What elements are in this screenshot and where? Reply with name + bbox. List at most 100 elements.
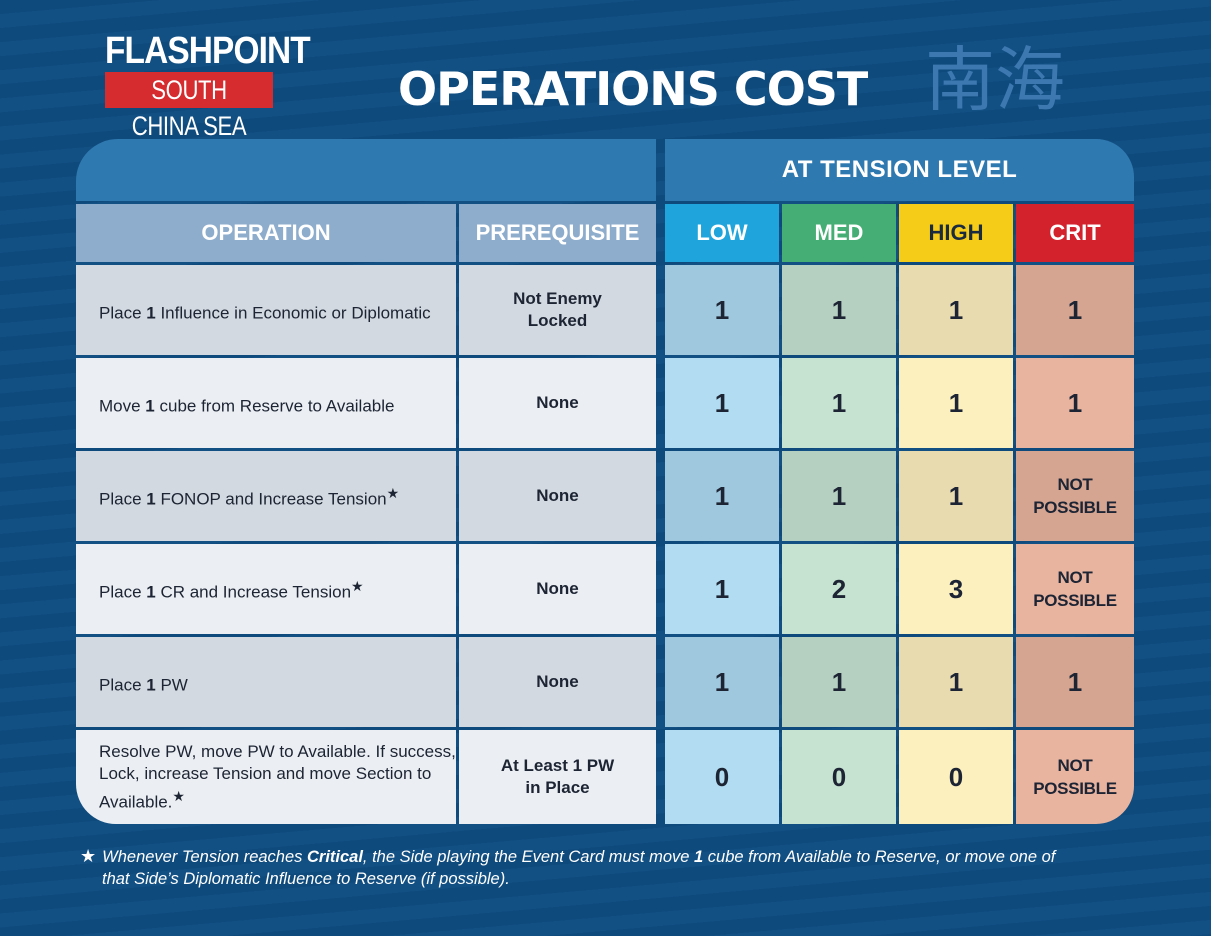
operation-text: Place 1 PW	[99, 668, 188, 697]
tension-level-header: AT TENSION LEVEL	[665, 139, 1134, 201]
low-cost-value: 1	[714, 480, 730, 511]
operation-text-pre: Place	[99, 489, 147, 509]
operation-text-pre: Move	[99, 396, 146, 416]
high-column-header: HIGH	[899, 204, 1013, 262]
med-cost-value: 1	[831, 294, 847, 325]
footnote-bold-critical: Critical	[306, 848, 363, 866]
med-cost-cell: 1	[782, 265, 896, 355]
low-cost-cell: 1	[665, 544, 779, 634]
operation-count: 1	[145, 396, 155, 416]
flashpoint-logo: FLASHPOINT SOUTH CHINA SEA	[105, 30, 311, 141]
crit-cost-cell: NOT POSSIBLE	[1016, 730, 1134, 824]
operation-text-post: FONOP and Increase Tension	[155, 489, 387, 509]
operation-text-post: Influence in Economic or Diplomatic	[155, 303, 431, 323]
crit-cost-cell: 1	[1016, 637, 1134, 727]
operation-text-pre: Place	[99, 675, 147, 695]
operation-text-pre: Resolve PW, move PW to Available. If suc…	[99, 741, 456, 812]
operation-count: 1	[146, 582, 156, 602]
low-cost-cell: 1	[665, 265, 779, 355]
footnote-text-3: cube from Available to Reserve, or move …	[703, 848, 1056, 866]
prerequisite-text: Not Enemy Locked	[513, 289, 602, 330]
operation-text-pre: Place	[99, 303, 147, 323]
operation-text: Resolve PW, move PW to Available. If suc…	[99, 741, 456, 814]
low-cost-value: 1	[714, 573, 730, 604]
logo-title: FLASHPOINT	[105, 30, 311, 72]
high-cost-value: 1	[948, 387, 964, 418]
operation-text: Place 1 Influence in Economic or Diploma…	[99, 296, 431, 325]
prerequisite-cell: None	[459, 637, 656, 727]
crit-cost-value: NOT POSSIBLE	[1033, 475, 1117, 517]
crit-cost-cell: 1	[1016, 265, 1134, 355]
low-column-header: LOW	[665, 204, 779, 262]
operation-text-post: PW	[155, 675, 188, 695]
crit-cost-value: NOT POSSIBLE	[1033, 568, 1117, 610]
med-cost-cell: 0	[782, 730, 896, 824]
crit-column-header: CRIT	[1016, 204, 1134, 262]
operation-cell: Place 1 Influence in Economic or Diploma…	[76, 265, 456, 355]
high-cost-value: 0	[948, 761, 964, 792]
logo-subtitle: SOUTH CHINA SEA	[131, 75, 247, 141]
star-icon: ★	[351, 577, 364, 594]
low-cost-cell: 0	[665, 730, 779, 824]
prerequisite-cell: None	[459, 544, 656, 634]
crit-cost-value: NOT POSSIBLE	[1033, 756, 1117, 798]
low-cost-value: 0	[714, 761, 730, 792]
operation-text: Place 1 CR and Increase Tension★	[99, 575, 364, 604]
prerequisite-text: None	[536, 486, 579, 505]
operation-column-header: OPERATION	[76, 204, 456, 262]
prerequisite-text: At Least 1 PW in Place	[500, 756, 615, 797]
operation-text: Place 1 FONOP and Increase Tension★	[99, 482, 399, 511]
operation-cell: Place 1 FONOP and Increase Tension★	[76, 451, 456, 541]
operation-text-post: cube from Reserve to Available	[154, 396, 395, 416]
prerequisite-text: None	[536, 393, 579, 412]
med-cost-value: 1	[831, 480, 847, 511]
operation-count: 1	[146, 675, 156, 695]
operation-cell: Place 1 PW	[76, 637, 456, 727]
low-cost-value: 1	[714, 666, 730, 697]
prerequisite-text: None	[536, 579, 579, 598]
crit-cost-cell: NOT POSSIBLE	[1016, 451, 1134, 541]
med-cost-value: 2	[831, 573, 847, 604]
med-cost-value: 1	[831, 387, 847, 418]
med-cost-cell: 1	[782, 637, 896, 727]
prerequisite-cell: None	[459, 451, 656, 541]
operation-text-post: CR and Increase Tension	[155, 582, 352, 602]
prerequisite-cell: Not Enemy Locked	[459, 265, 656, 355]
low-cost-cell: 1	[665, 358, 779, 448]
star-icon: ★	[172, 787, 185, 804]
operation-cell: Move 1 cube from Reserve to Available	[76, 358, 456, 448]
high-cost-value: 1	[948, 294, 964, 325]
footnote: ★ Whenever Tension reaches Critical, the …	[80, 845, 1140, 890]
high-cost-cell: 3	[899, 544, 1013, 634]
star-icon: ★	[386, 484, 400, 501]
med-cost-cell: 1	[782, 358, 896, 448]
footnote-line-2: that Side’s Diplomatic Influence to Rese…	[102, 870, 510, 888]
footnote-text-1: Whenever Tension reaches	[102, 848, 307, 866]
low-cost-value: 1	[714, 294, 730, 325]
med-cost-cell: 2	[782, 544, 896, 634]
prerequisite-text: None	[536, 672, 579, 691]
operation-count: 1	[146, 489, 156, 509]
med-column-header: MED	[782, 204, 896, 262]
crit-cost-cell: 1	[1016, 358, 1134, 448]
high-cost-cell: 1	[899, 451, 1013, 541]
high-cost-value: 1	[948, 480, 964, 511]
footnote-bold-number: 1	[694, 848, 704, 866]
high-cost-cell: 0	[899, 730, 1013, 824]
med-cost-value: 0	[831, 761, 847, 792]
high-cost-value: 3	[948, 573, 964, 604]
star-icon: ★	[80, 846, 97, 866]
crit-cost-value: 1	[1067, 666, 1083, 697]
prerequisite-cell: At Least 1 PW in Place	[459, 730, 656, 824]
med-cost-cell: 1	[782, 451, 896, 541]
operation-text: Move 1 cube from Reserve to Available	[99, 389, 394, 418]
high-cost-cell: 1	[899, 265, 1013, 355]
prerequisite-column-header: PREREQUISITE	[459, 204, 656, 262]
low-cost-value: 1	[714, 387, 730, 418]
operation-cell: Place 1 CR and Increase Tension★	[76, 544, 456, 634]
high-cost-cell: 1	[899, 637, 1013, 727]
prerequisite-cell: None	[459, 358, 656, 448]
operation-count: 1	[146, 303, 156, 323]
high-cost-value: 1	[948, 666, 964, 697]
logo-subtitle-band: SOUTH CHINA SEA	[105, 72, 273, 141]
